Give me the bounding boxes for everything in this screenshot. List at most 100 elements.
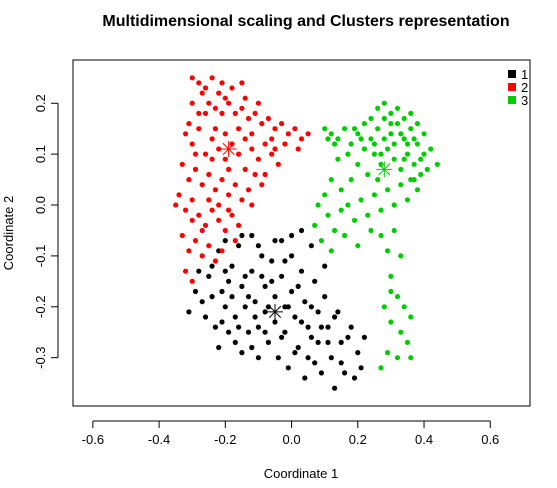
centroid-marker xyxy=(267,303,284,320)
data-point xyxy=(375,177,381,183)
data-point xyxy=(242,95,248,101)
data-point xyxy=(222,156,228,162)
data-point xyxy=(229,85,235,91)
data-point xyxy=(196,268,202,274)
data-point xyxy=(351,375,358,381)
data-point xyxy=(179,232,185,239)
data-point xyxy=(183,131,189,137)
data-point xyxy=(249,131,255,137)
data-point xyxy=(378,365,384,371)
data-point xyxy=(295,344,301,351)
data-point xyxy=(325,324,331,330)
data-point xyxy=(216,90,222,96)
data-point xyxy=(325,339,331,345)
data-point xyxy=(345,334,351,340)
y-tick-label: -0.1 xyxy=(33,245,48,267)
data-point xyxy=(318,238,324,244)
data-point xyxy=(298,268,305,274)
data-point xyxy=(272,126,278,132)
data-point xyxy=(226,100,232,106)
data-point xyxy=(226,166,232,172)
data-point xyxy=(335,309,341,315)
data-point xyxy=(262,309,268,315)
data-point xyxy=(272,319,278,325)
data-point xyxy=(298,227,305,234)
data-point xyxy=(289,253,295,259)
data-point xyxy=(189,217,195,223)
data-point xyxy=(199,299,205,305)
data-point xyxy=(259,253,265,259)
data-point xyxy=(398,166,404,172)
data-point xyxy=(249,344,255,351)
data-point xyxy=(272,294,278,300)
data-point xyxy=(424,166,430,172)
legend-entry: 1 xyxy=(508,67,528,82)
data-point xyxy=(262,141,268,147)
data-point xyxy=(385,248,391,254)
data-point xyxy=(183,268,189,274)
legend-label: 3 xyxy=(521,93,528,108)
data-point xyxy=(259,273,265,279)
data-point xyxy=(394,105,401,111)
data-point xyxy=(232,110,238,116)
data-point xyxy=(388,273,394,279)
legend-entry: 2 xyxy=(508,80,528,95)
data-point xyxy=(308,334,314,340)
data-point xyxy=(236,151,242,157)
data-point xyxy=(229,263,235,269)
data-point xyxy=(408,177,414,183)
data-point xyxy=(236,324,242,330)
y-tick-label: 0.1 xyxy=(33,145,48,163)
legend-swatch xyxy=(508,96,516,104)
data-point xyxy=(199,253,205,259)
data-point xyxy=(285,365,291,371)
data-point xyxy=(404,151,411,157)
data-point xyxy=(249,202,255,208)
data-point xyxy=(421,151,427,157)
data-point xyxy=(358,365,364,371)
data-point xyxy=(186,309,192,315)
data-point xyxy=(216,202,222,208)
data-point xyxy=(212,324,218,330)
data-point xyxy=(209,263,215,269)
data-point xyxy=(401,156,407,162)
data-point xyxy=(206,273,212,279)
data-point xyxy=(189,197,195,203)
data-point xyxy=(302,375,308,381)
data-point xyxy=(202,85,209,91)
series-1 xyxy=(186,227,367,391)
data-point xyxy=(414,121,420,127)
x-axis-label: Coordinate 1 xyxy=(264,466,338,481)
data-point xyxy=(179,161,185,167)
data-point xyxy=(388,121,394,127)
data-point xyxy=(328,248,334,254)
data-points xyxy=(173,75,440,391)
data-point xyxy=(398,253,404,259)
data-point xyxy=(189,141,195,147)
x-tick-label: 0.2 xyxy=(349,432,367,447)
data-point xyxy=(348,141,354,147)
data-point xyxy=(348,324,354,330)
legend-label: 2 xyxy=(521,80,528,95)
data-point xyxy=(408,126,414,132)
data-point xyxy=(245,187,252,193)
data-point xyxy=(239,105,245,111)
data-point xyxy=(219,110,225,116)
data-point xyxy=(295,283,301,289)
data-point xyxy=(239,350,245,356)
plot-area xyxy=(72,59,531,407)
data-point xyxy=(434,161,440,167)
data-point xyxy=(292,350,298,356)
data-point xyxy=(408,355,414,361)
data-point xyxy=(239,80,245,86)
data-point xyxy=(285,304,291,310)
data-point xyxy=(216,344,222,351)
data-point xyxy=(391,227,397,234)
data-point xyxy=(206,171,212,178)
data-point xyxy=(411,161,417,167)
data-point xyxy=(388,288,394,295)
data-point xyxy=(265,339,271,345)
data-point xyxy=(322,192,328,198)
data-point xyxy=(411,136,417,142)
data-point xyxy=(212,258,218,264)
